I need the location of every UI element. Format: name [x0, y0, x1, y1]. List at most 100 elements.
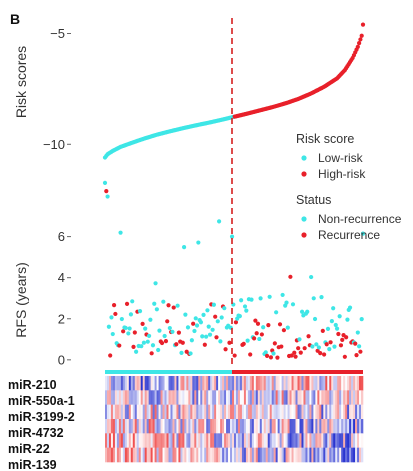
- recurrence-point: [254, 331, 259, 336]
- heatmap-cell: [241, 433, 245, 448]
- rfs-tick-label: 0: [58, 352, 65, 367]
- heatmap-cell: [114, 376, 118, 391]
- heatmap-cell: [168, 376, 171, 391]
- heatmap-cell: [335, 419, 338, 434]
- heatmap-cell: [120, 376, 124, 391]
- heatmap-cell: [343, 433, 346, 448]
- heatmap-cell: [263, 419, 267, 434]
- heatmap-cell: [305, 404, 308, 420]
- risk-score-tick-label: −5: [50, 26, 65, 41]
- heatmap-cell: [321, 447, 324, 463]
- heatmap-cell: [325, 376, 328, 391]
- heatmap-cell: [291, 404, 294, 420]
- panel-label: B: [10, 11, 20, 27]
- heatmap-cell: [301, 419, 304, 434]
- heatmap-cell: [180, 419, 183, 434]
- heatmap-cell: [122, 419, 126, 434]
- recurrence-point: [171, 305, 176, 310]
- recurrence-point: [320, 328, 325, 333]
- heatmap-cell: [277, 376, 280, 391]
- heatmap-row-label: miR-139: [8, 458, 57, 471]
- non-recurrence-point: [130, 299, 135, 304]
- heatmap-cell: [132, 447, 136, 463]
- heatmap-cell: [333, 390, 336, 405]
- heatmap-cell: [116, 419, 120, 434]
- heatmap-cell: [303, 390, 306, 405]
- heatmap-cell: [140, 433, 143, 448]
- heatmap-cell: [206, 404, 209, 420]
- heatmap-cell: [168, 447, 171, 463]
- heatmap-cell: [283, 419, 286, 434]
- heatmap-cell: [168, 404, 171, 420]
- heatmap-cell: [202, 390, 205, 405]
- heatmap-cell: [154, 419, 157, 434]
- heatmap-cell: [349, 433, 352, 448]
- heatmap-cell: [108, 419, 112, 434]
- heatmap-cell: [138, 433, 142, 448]
- heatmap-cell: [359, 404, 362, 420]
- heatmap-cell: [140, 419, 143, 434]
- heatmap-cell: [174, 390, 177, 405]
- heatmap-cell: [184, 447, 187, 463]
- recurrence-point: [342, 354, 347, 359]
- heatmap-cell: [142, 447, 145, 463]
- heatmap-cell: [271, 433, 274, 448]
- heatmap-cell: [251, 447, 255, 463]
- heatmap-cell: [132, 376, 136, 391]
- heatmap-cell: [275, 447, 278, 463]
- heatmap-cell: [313, 433, 316, 448]
- heatmap-cell: [325, 447, 328, 463]
- heatmap-cell: [235, 447, 239, 463]
- heatmap-cell: [210, 390, 213, 405]
- heatmap-cell: [305, 419, 308, 434]
- heatmap-cell: [257, 447, 261, 463]
- heatmap-cell: [126, 390, 130, 405]
- non-recurrence-point: [179, 350, 184, 355]
- recurrence-point: [338, 343, 344, 348]
- heatmap-cell: [200, 433, 203, 448]
- non-recurrence-point: [242, 304, 248, 309]
- heatmap-cell: [311, 404, 314, 420]
- heatmap-cell: [279, 447, 282, 463]
- heatmap-cell: [196, 404, 199, 420]
- heatmap-cell: [122, 433, 126, 448]
- non-recurrence-point: [200, 334, 205, 339]
- non-recurrence-point: [319, 294, 324, 300]
- heatmap-cell: [355, 419, 358, 434]
- heatmap-cell: [204, 404, 207, 420]
- non-recurrence-point: [244, 308, 249, 313]
- heatmap-cell: [192, 390, 195, 405]
- heatmap-cell: [136, 433, 140, 448]
- heatmap-cell: [301, 447, 304, 463]
- heatmap-cell: [341, 419, 344, 434]
- heatmap-cell: [333, 376, 336, 391]
- heatmap-cell: [359, 433, 362, 448]
- heatmap-cell: [303, 419, 306, 434]
- heatmap-cell: [361, 433, 364, 448]
- recurrence-point: [288, 274, 293, 279]
- heatmap-cell: [144, 419, 147, 434]
- heatmap-cell: [347, 433, 350, 448]
- heatmap-cell: [241, 390, 245, 405]
- recurrence-point: [289, 353, 294, 358]
- heatmap-cell: [216, 419, 219, 434]
- heatmap-cell: [226, 390, 229, 405]
- heatmap-cell: [263, 376, 267, 391]
- heatmap-cell: [359, 447, 362, 463]
- heatmap-cell: [323, 433, 326, 448]
- heatmap-cell: [313, 376, 316, 391]
- recurrence-point: [166, 303, 171, 308]
- heatmap-cell: [150, 376, 153, 391]
- recurrence-point: [252, 336, 257, 341]
- heatmap-cell: [156, 404, 159, 420]
- risk-score-tick-label: −10: [43, 137, 65, 152]
- heatmap-cell: [120, 447, 124, 463]
- heatmap-cell: [331, 447, 334, 463]
- heatmap-cell: [339, 447, 342, 463]
- heatmap-cell: [210, 404, 213, 420]
- heatmap-cell: [273, 447, 276, 463]
- mirna-heatmap: miR-210 miR-550a-1 miR-3199-2 miR-4732 m…: [8, 370, 364, 471]
- non-recurrence-point: [162, 333, 167, 339]
- heatmap-cell: [210, 419, 213, 434]
- heatmap-cell: [311, 390, 314, 405]
